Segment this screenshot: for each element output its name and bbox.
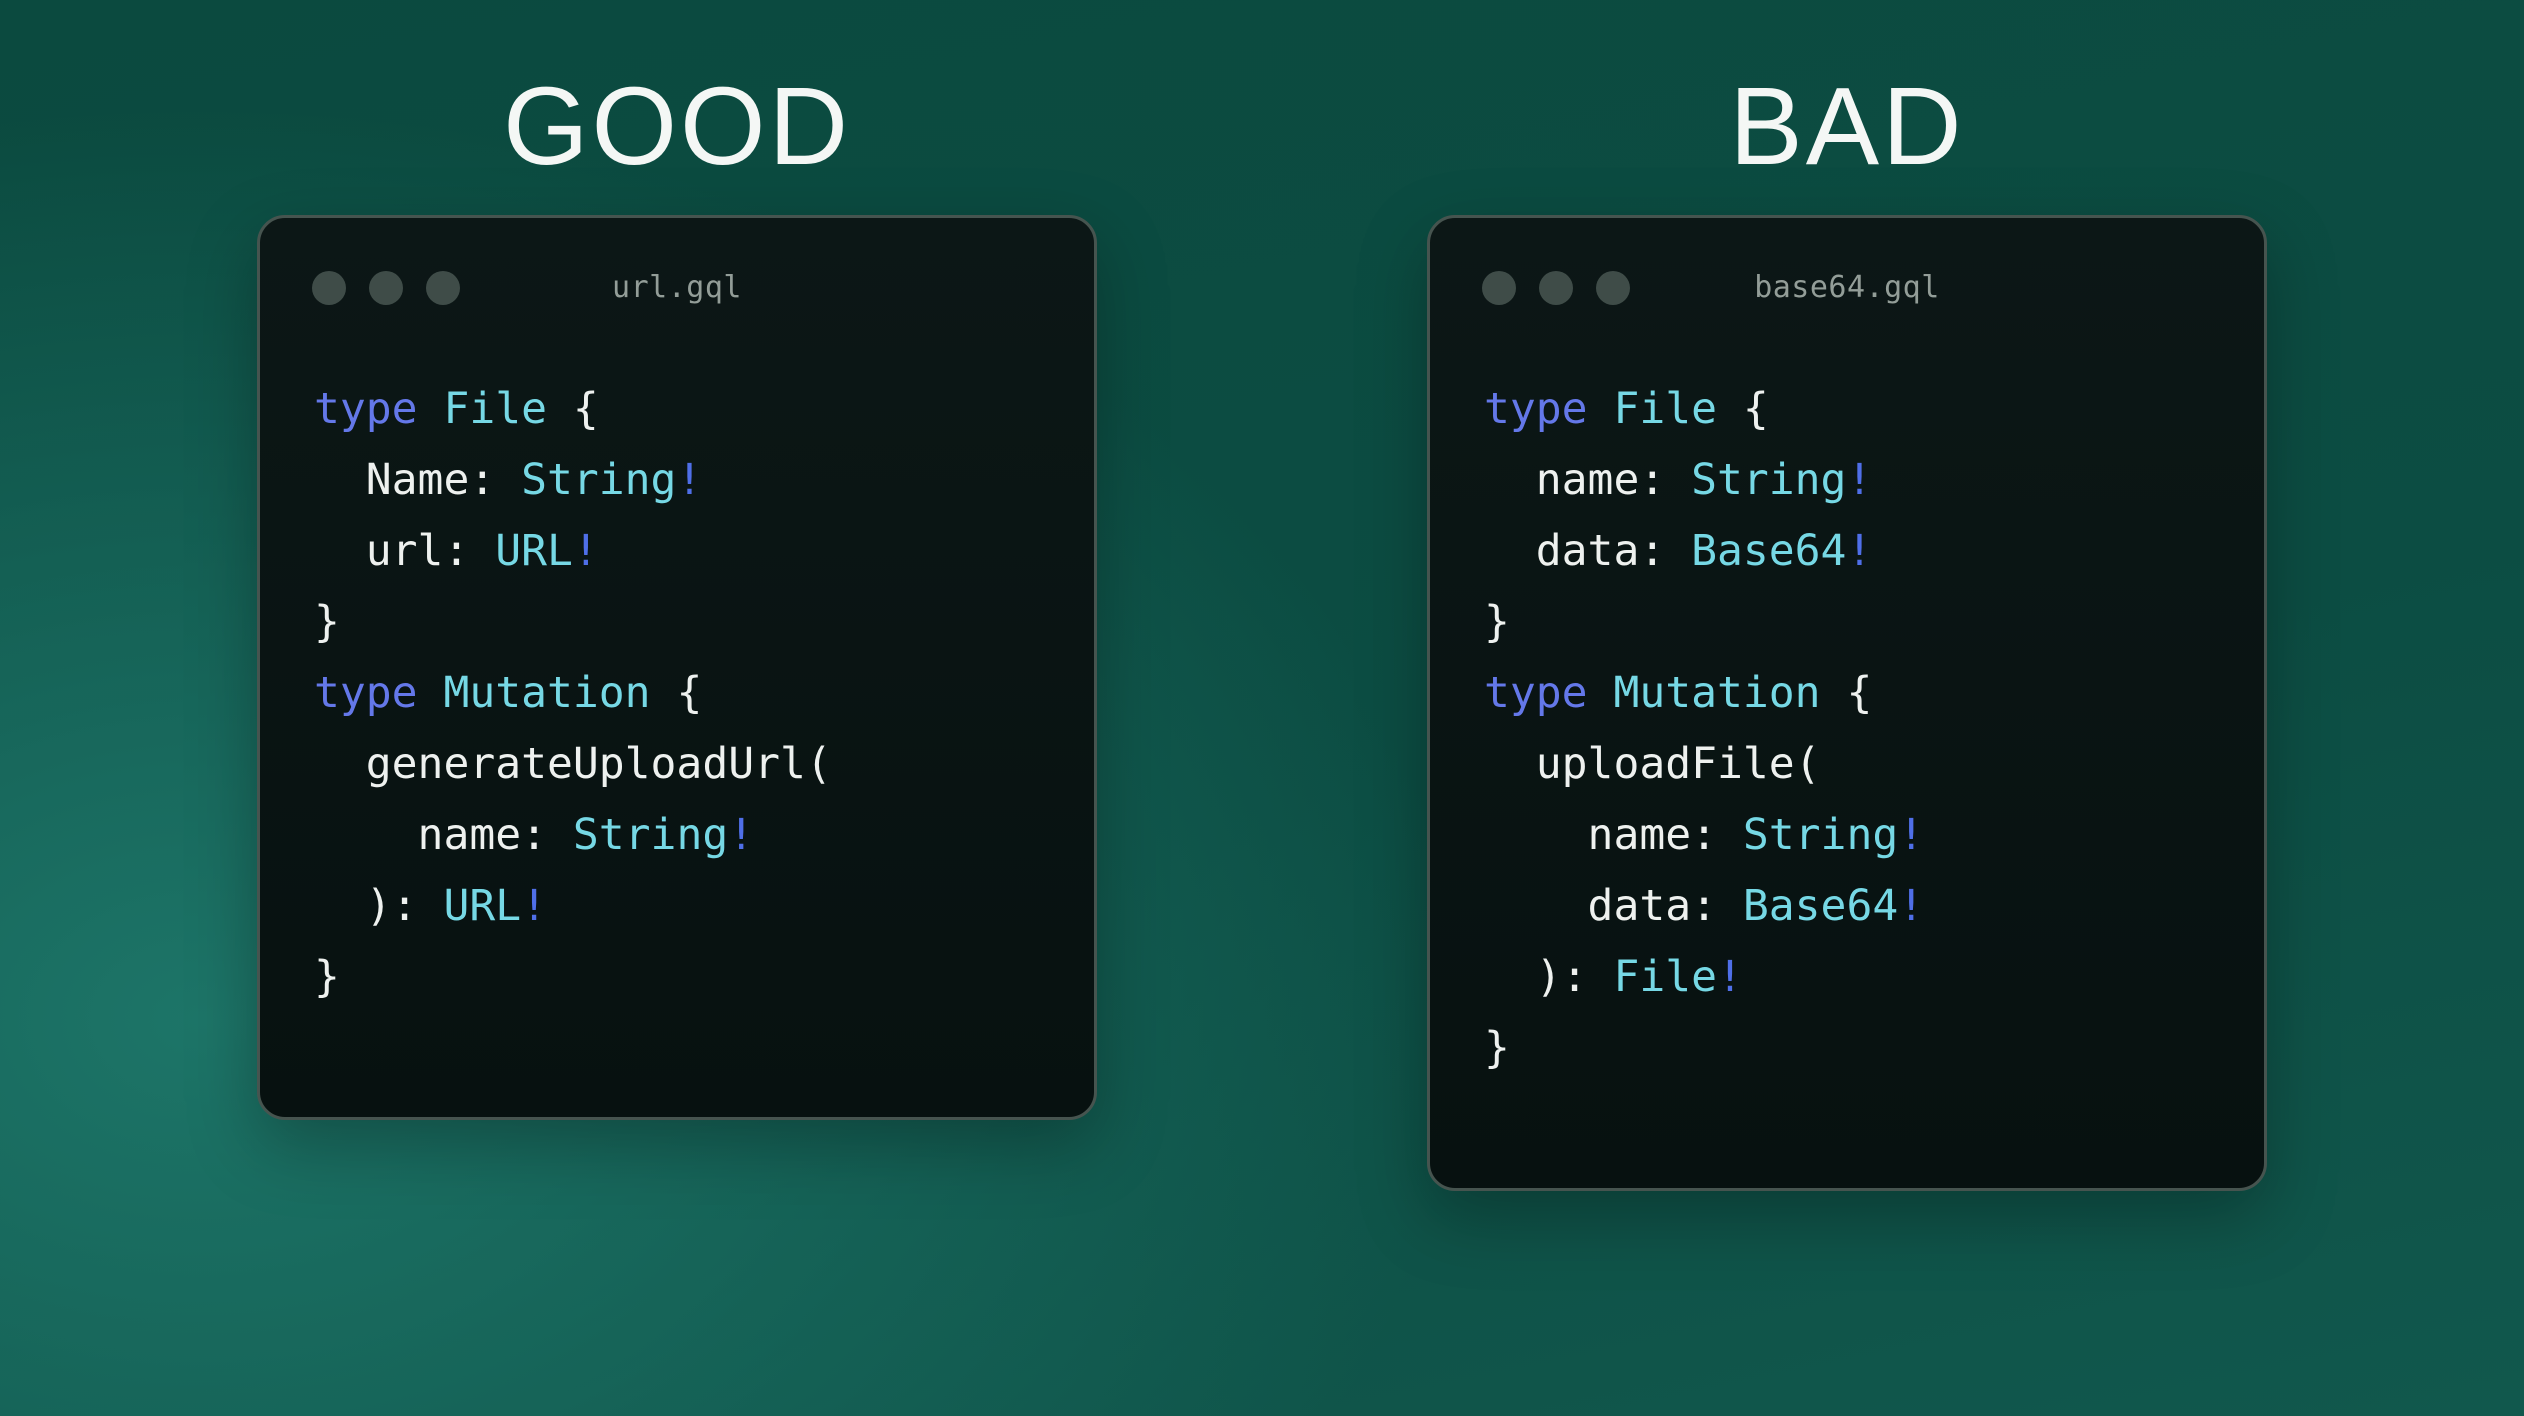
window-dot-icon [312, 271, 346, 305]
code-line: type File { [314, 374, 1040, 445]
token-type: URL [495, 526, 573, 576]
window-filename: base64.gql [1754, 270, 1940, 305]
token-plain: url: [314, 526, 496, 576]
token-plain: } [1484, 597, 1510, 647]
window-dots [1482, 271, 1630, 305]
token-plain [1588, 668, 1614, 718]
window-dot-icon [369, 271, 403, 305]
token-plain [418, 668, 444, 718]
token-bang: ! [1846, 455, 1873, 505]
token-keyword: type [314, 668, 418, 718]
token-plain: ): [1484, 952, 1614, 1002]
token-plain: ): [314, 881, 444, 931]
token-type: URL [443, 881, 522, 931]
token-bang: ! [1846, 526, 1873, 576]
token-keyword: type [1484, 668, 1588, 718]
code-line: type Mutation { [314, 658, 1040, 729]
window-dot-icon [1482, 271, 1516, 305]
token-plain [1588, 384, 1614, 434]
token-bang: ! [1898, 881, 1925, 931]
token-bang: ! [521, 881, 548, 931]
token-type: String [521, 455, 677, 505]
code-line: Name: String! [314, 445, 1040, 516]
code-line: type File { [1484, 374, 2210, 445]
code-line: name: String! [1484, 800, 2210, 871]
token-keyword: type [314, 384, 418, 434]
code-line: ): URL! [314, 871, 1040, 942]
heading-good: GOOD [502, 65, 852, 188]
code-line: generateUploadUrl( [314, 729, 1040, 800]
token-plain [418, 384, 444, 434]
comparison-graphic: GOOD url.gql type File { Name: String! u… [257, 72, 2267, 1191]
token-plain: } [314, 952, 340, 1002]
token-plain: Name: [314, 455, 522, 505]
code-line: name: String! [1484, 445, 2210, 516]
token-plain: name: [314, 810, 573, 860]
token-bang: ! [728, 810, 755, 860]
window-dot-icon [1596, 271, 1630, 305]
token-plain: data: [1484, 526, 1692, 576]
token-type: String [1691, 455, 1847, 505]
token-type: Mutation [1613, 668, 1821, 718]
token-plain: uploadFile( [1484, 739, 1821, 789]
token-type: File [443, 384, 548, 434]
heading-bad: BAD [1729, 65, 1965, 188]
code-line: name: String! [314, 800, 1040, 871]
token-plain: { [1820, 668, 1873, 718]
token-plain: generateUploadUrl( [314, 739, 832, 789]
code-line: } [314, 587, 1040, 658]
code-line: url: URL! [314, 516, 1040, 587]
window-filename: url.gql [612, 270, 742, 305]
token-plain: name: [1484, 810, 1743, 860]
code-block-bad: type File { name: String! data: Base64!}… [1430, 308, 2264, 1188]
window-titlebar: url.gql [260, 218, 1094, 308]
token-plain: } [314, 597, 340, 647]
token-type: File [1613, 384, 1718, 434]
panel-bad: BAD base64.gql type File { name: String!… [1427, 72, 2267, 1191]
token-bang: ! [1717, 952, 1743, 1002]
code-line: } [1484, 587, 2210, 658]
code-block-good: type File { Name: String! url: URL!} type… [260, 308, 1094, 1117]
token-type: File [1613, 952, 1718, 1002]
window-dot-icon [1539, 271, 1573, 305]
code-line: type Mutation { [1484, 658, 2210, 729]
token-type: String [1742, 810, 1899, 860]
code-window-good: url.gql type File { Name: String! url: U… [257, 215, 1097, 1120]
token-plain: } [1484, 1023, 1510, 1073]
token-type: String [572, 810, 729, 860]
token-plain: { [547, 384, 599, 434]
token-plain: { [1717, 384, 1769, 434]
token-plain: name: [1484, 455, 1692, 505]
token-type: Base64 [1742, 881, 1899, 931]
token-bang: ! [676, 455, 703, 505]
token-plain: data: [1484, 881, 1743, 931]
token-bang: ! [1898, 810, 1925, 860]
panel-good: GOOD url.gql type File { Name: String! u… [257, 72, 1097, 1120]
token-keyword: type [1484, 384, 1588, 434]
code-line: } [1484, 1013, 2210, 1084]
code-line: data: Base64! [1484, 516, 2210, 587]
code-line: uploadFile( [1484, 729, 2210, 800]
token-type: Mutation [443, 668, 651, 718]
window-dots [312, 271, 460, 305]
window-dot-icon [426, 271, 460, 305]
code-window-bad: base64.gql type File { name: String! dat… [1427, 215, 2267, 1191]
code-line: data: Base64! [1484, 871, 2210, 942]
token-type: Base64 [1691, 526, 1847, 576]
code-line: } [314, 942, 1040, 1013]
window-titlebar: base64.gql [1430, 218, 2264, 308]
token-bang: ! [572, 526, 599, 576]
token-plain: { [650, 668, 703, 718]
code-line: ): File! [1484, 942, 2210, 1013]
